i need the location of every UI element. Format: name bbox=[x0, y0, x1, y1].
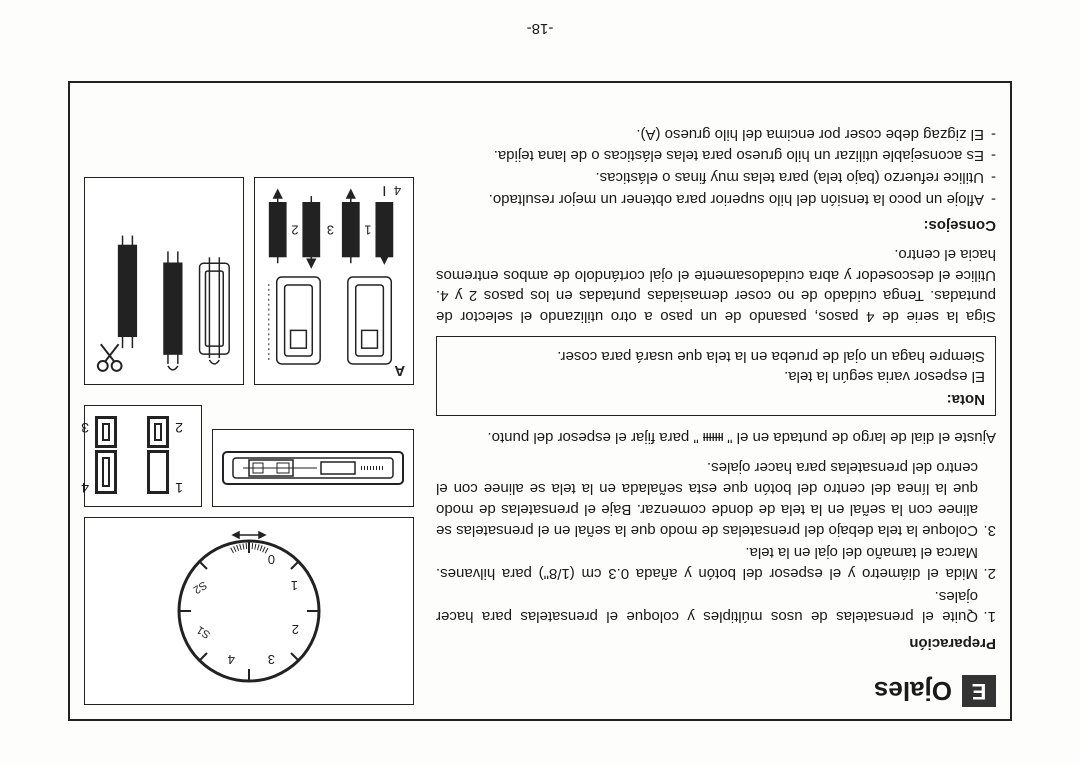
step-rect-3 bbox=[95, 416, 117, 448]
mech-right-svg bbox=[85, 178, 243, 384]
arrow-num-4: 4 bbox=[394, 183, 401, 198]
step-label-3: 3 bbox=[81, 420, 89, 436]
ajuste-text-b: " para fijar el espesor del punto. bbox=[488, 429, 699, 446]
step-number: 3. bbox=[978, 457, 996, 540]
nota-heading: Nota: bbox=[447, 388, 985, 409]
consejo-text: Utilice refuerzo (bajo tela) para telas … bbox=[436, 166, 984, 187]
svg-text:S1: S1 bbox=[195, 623, 213, 640]
preparacion-heading: Preparación bbox=[436, 632, 996, 653]
bullet-dash: - bbox=[984, 145, 996, 166]
dial-tick-0: 0 bbox=[268, 552, 275, 567]
step-label-1: 1 bbox=[175, 480, 183, 496]
consejos-list: -Afloje un poco la tensión del hilo supe… bbox=[436, 123, 996, 209]
consejo-2: -Utilice refuerzo (bajo tela) para telas… bbox=[436, 166, 996, 187]
ajuste-paragraph: Ajuste el dial de largo de puntada en el… bbox=[436, 426, 996, 447]
step-number: 1. bbox=[978, 585, 996, 626]
scissors-icon bbox=[98, 344, 122, 371]
figure-column: 0 1 2 3 4 S1 S2 bbox=[84, 177, 414, 705]
step-rect-2 bbox=[147, 416, 169, 448]
prep-step-2: 2.Mida el diámetro y el espesor del botó… bbox=[436, 542, 996, 583]
prep-step-1: 1.Quite el prensatelas de usos múltiples… bbox=[436, 585, 996, 626]
nota-box: Nota: El espesor varia según la tela. Si… bbox=[436, 336, 996, 416]
mechanism-figure-right bbox=[84, 177, 244, 385]
siga-paragraph: Siga la serie de 4 pasos, pasando de un … bbox=[436, 243, 996, 326]
step-rect-4 bbox=[95, 450, 117, 494]
dial-figure: 0 1 2 3 4 S1 S2 bbox=[84, 517, 414, 705]
dial-tick-2: 2 bbox=[292, 622, 299, 637]
arrow-num-3: 3 bbox=[327, 223, 334, 238]
presser-foot-figure bbox=[212, 429, 414, 507]
arrow-num-2: 2 bbox=[291, 223, 298, 238]
nota-line-2: Siempre haga un ojal de prueba en la tel… bbox=[447, 345, 985, 366]
step-text: Mida el diámetro y el espesor del botón … bbox=[436, 542, 978, 583]
svg-text:S2: S2 bbox=[191, 578, 209, 595]
consejo-1: -Afloje un poco la tensión del hilo supe… bbox=[436, 188, 996, 209]
mechanism-figure-left: A bbox=[254, 177, 414, 385]
nota-line-1: El espesor varia según la tela. bbox=[447, 366, 985, 387]
text-column: Preparación 1.Quite el prensatelas de us… bbox=[436, 122, 996, 657]
prep-step-3: 3.Coloque la tela debajo del prensatelas… bbox=[436, 457, 996, 540]
page: E Ojales Preparación 1.Quite el prensate… bbox=[0, 0, 1080, 763]
consejos-heading: Consejos: bbox=[436, 215, 996, 236]
ajuste-text-a: Ajuste el dial de largo de puntada en el… bbox=[723, 429, 996, 446]
header: E Ojales bbox=[874, 675, 996, 707]
consejo-text: Es aconsejable utilizar un hilo grueso p… bbox=[436, 145, 984, 166]
step-rect-1 bbox=[147, 450, 169, 494]
page-number: -18- bbox=[0, 20, 1080, 37]
dial-tick-3: 3 bbox=[268, 652, 275, 667]
step-label-4: 4 bbox=[81, 480, 89, 496]
dial-tick-4: 4 bbox=[228, 652, 235, 667]
language-box: E bbox=[962, 675, 996, 707]
step-text: Quite el prensatelas de usos múltiples y… bbox=[436, 585, 978, 626]
bullet-dash: - bbox=[984, 188, 996, 209]
preparacion-list: 1.Quite el prensatelas de usos múltiples… bbox=[436, 457, 996, 627]
dial-tick-1: 1 bbox=[291, 578, 298, 593]
arrow-num-1: 1 bbox=[364, 223, 371, 238]
consejo-4: -El zigzag debe coser por encima del hil… bbox=[436, 123, 996, 144]
consejo-3: -Es aconsejable utilizar un hilo grueso … bbox=[436, 145, 996, 166]
consejo-text: Afloje un poco la tensión del hilo super… bbox=[436, 188, 984, 209]
bullet-dash: - bbox=[984, 166, 996, 187]
dial-svg: 0 1 2 3 4 S1 S2 bbox=[169, 531, 329, 691]
step-number: 2. bbox=[978, 542, 996, 583]
consejo-text: El zigzag debe coser por encima del hilo… bbox=[436, 123, 984, 144]
step-icons-figure: 1 4 2 3 bbox=[84, 405, 202, 507]
bullet-dash: - bbox=[984, 123, 996, 144]
a-label: A bbox=[394, 362, 405, 378]
content-frame: E Ojales Preparación 1.Quite el prensate… bbox=[68, 81, 1012, 721]
mech-left-svg: A bbox=[255, 178, 413, 384]
stitch-symbol-icon bbox=[703, 432, 723, 442]
presser-foot-svg bbox=[213, 440, 413, 496]
step-text: Coloque la tela debajo del prensatelas d… bbox=[436, 457, 978, 540]
step-label-2: 2 bbox=[175, 420, 183, 436]
page-title: Ojales bbox=[874, 676, 952, 707]
